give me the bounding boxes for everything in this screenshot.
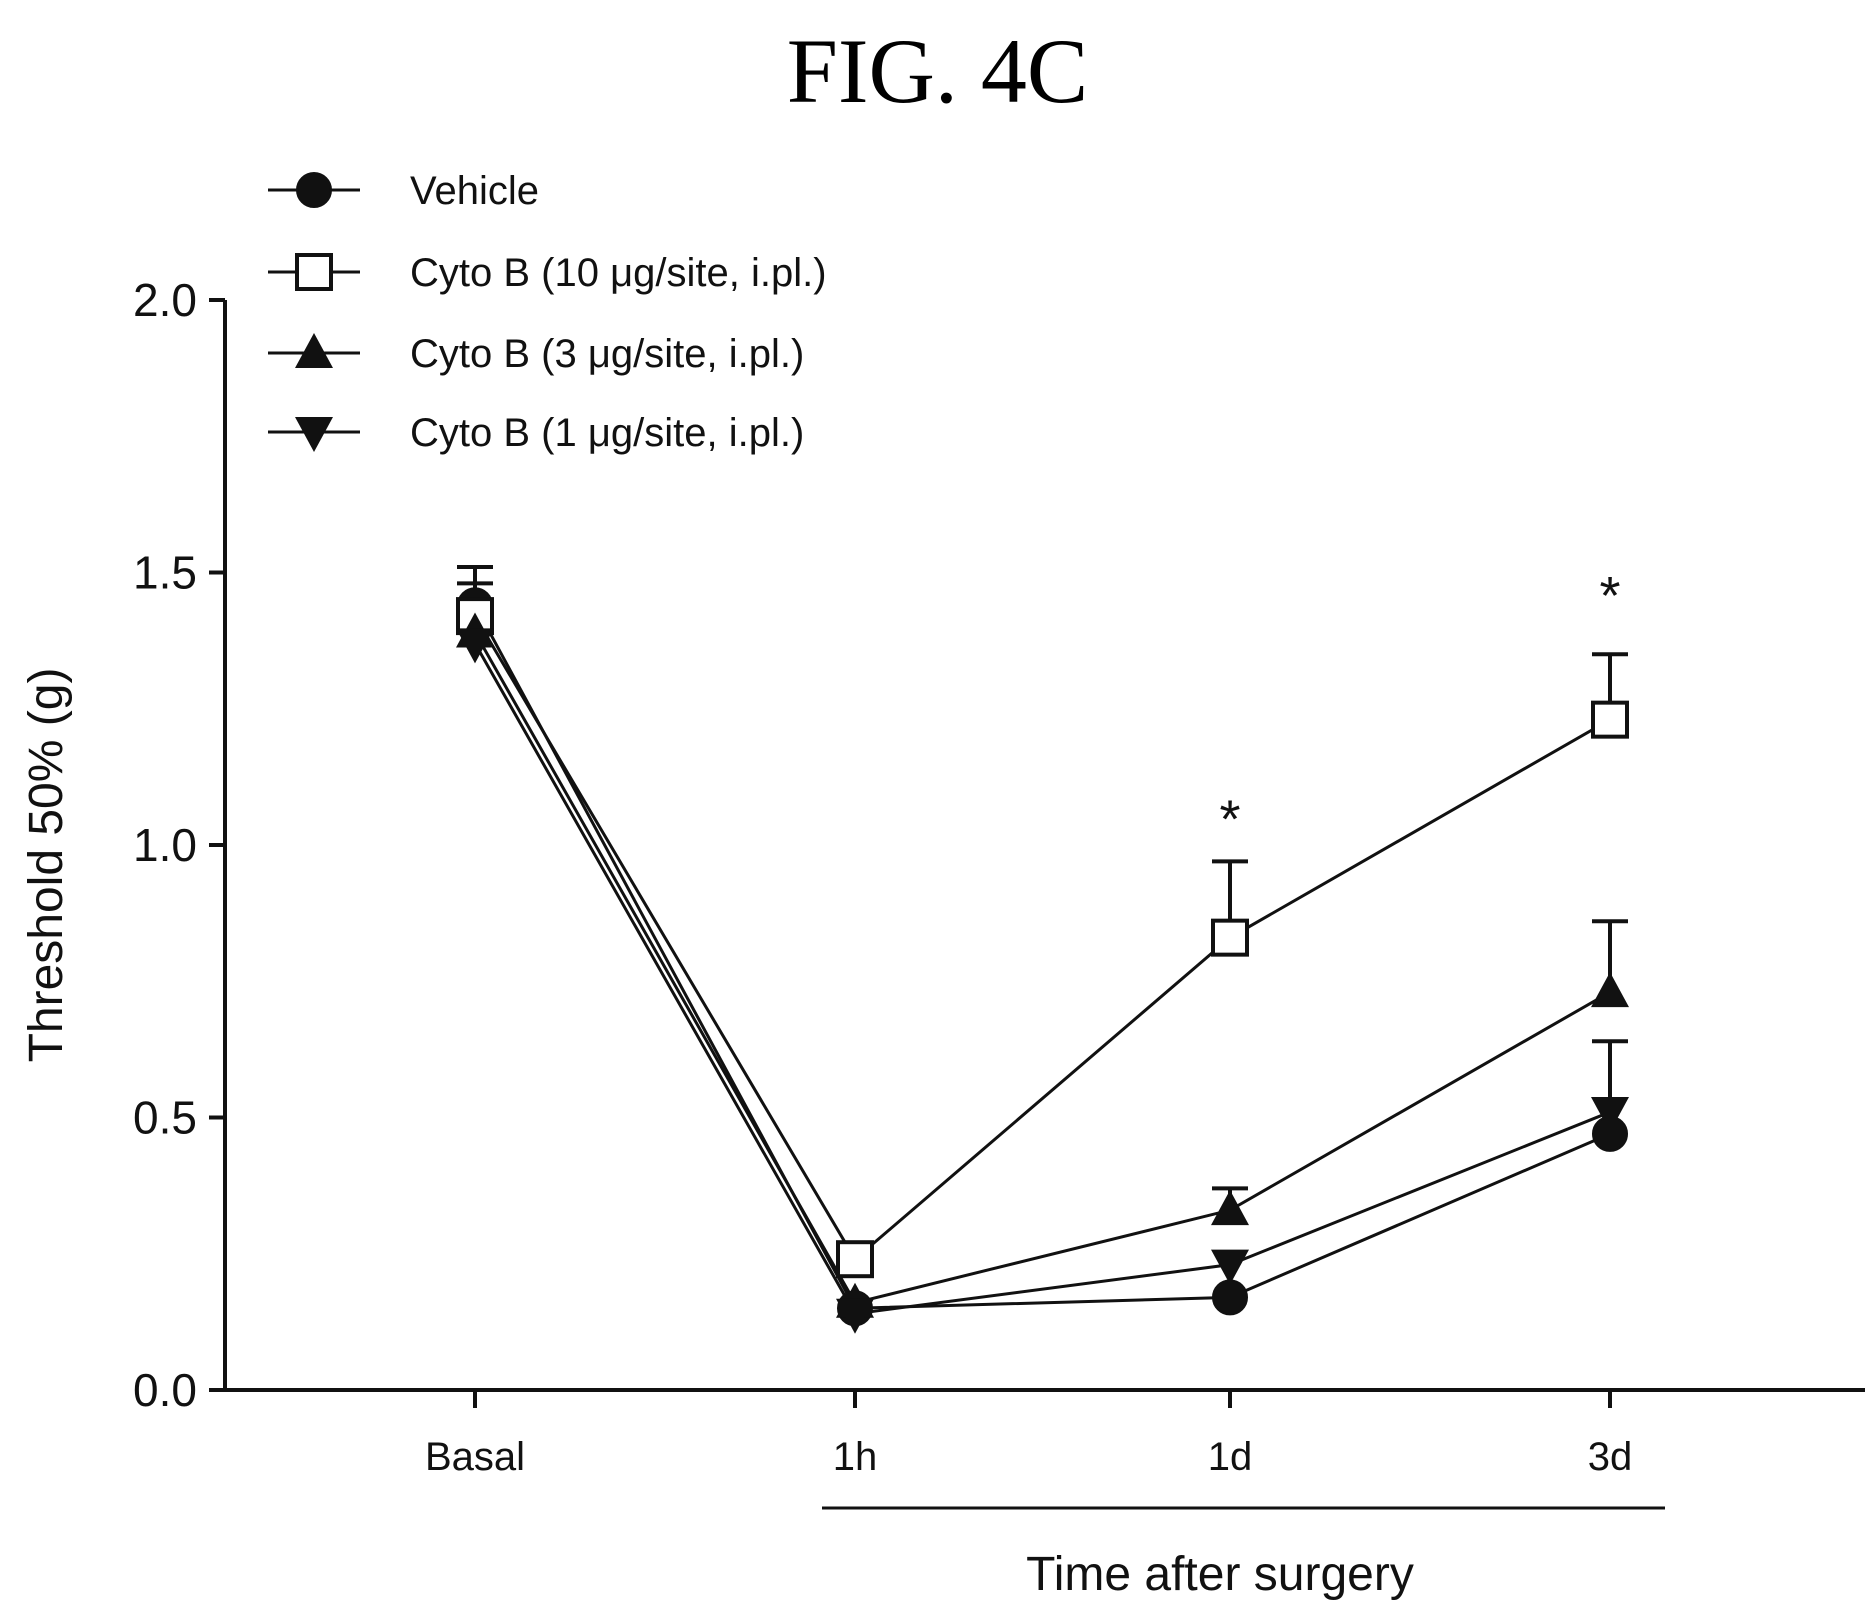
y-tick-label: 0.5 (133, 1092, 197, 1144)
data-point (836, 1240, 874, 1279)
y-axis-title: Threshold 50% (g) (20, 668, 73, 1063)
series-line (473, 604, 1611, 1310)
legend-label: Cyto B (10 μg/site, i.pl.) (410, 251, 827, 295)
legend: Vehicle Cyto B (10 μg/site, i.pl.) Cyto B … (268, 169, 827, 455)
data-point (1211, 918, 1249, 957)
x-tick-label: 3d (1588, 1435, 1633, 1479)
series-markers-0 (457, 587, 1628, 1327)
y-tick-label: 1.5 (133, 547, 197, 599)
series-line (473, 615, 1611, 1262)
series-line (473, 631, 1611, 1305)
y-tick-label: 0.0 (133, 1364, 197, 1416)
data-point (456, 628, 494, 664)
series-markers-2 (456, 612, 1629, 1318)
significance-mark: * (1219, 789, 1240, 849)
legend-marker (295, 333, 333, 368)
data-point (836, 1298, 874, 1334)
legend-label: Cyto B (1 μg/site, i.pl.) (410, 411, 804, 455)
annotations: ** (1219, 566, 1620, 849)
axes: 0.0 0.5 1.0 1.5 2.0 Basal 1h 1d 3d Time after sur… (20, 274, 1865, 1601)
legend-marker (296, 172, 332, 208)
series-3 (457, 614, 1628, 1316)
series-line (473, 642, 1611, 1316)
x-tick-label: 1h (833, 1435, 878, 1479)
series-2 (457, 603, 1628, 1305)
data-point (1591, 1097, 1629, 1133)
data-point (1591, 700, 1629, 739)
series-markers-3 (456, 628, 1629, 1334)
series-layer (456, 565, 1629, 1334)
legend-marker (295, 253, 333, 291)
data-point (1211, 1249, 1249, 1285)
y-tick-label: 2.0 (133, 274, 197, 326)
legend-marker (295, 417, 333, 452)
significance-mark: * (1599, 566, 1620, 626)
series-0 (457, 565, 1611, 1310)
legend-label: Vehicle (410, 169, 539, 213)
legend-item-0: Vehicle (268, 169, 539, 213)
x-tick-label: Basal (425, 1435, 525, 1479)
x-axis-title: Time after surgery (1026, 1548, 1414, 1601)
data-point (1211, 1190, 1249, 1226)
legend-label: Cyto B (3 μg/site, i.pl.) (410, 332, 804, 376)
legend-item-1: Cyto B (10 μg/site, i.pl.) (268, 251, 827, 295)
y-tick-label: 1.0 (133, 819, 197, 871)
legend-item-2: Cyto B (3 μg/site, i.pl.) (268, 332, 804, 376)
data-point (1591, 972, 1629, 1008)
figure-title: FIG. 4C (786, 20, 1089, 122)
data-point (1212, 1279, 1248, 1316)
x-tick-label: 1d (1208, 1435, 1253, 1479)
legend-item-3: Cyto B (1 μg/site, i.pl.) (268, 411, 804, 455)
